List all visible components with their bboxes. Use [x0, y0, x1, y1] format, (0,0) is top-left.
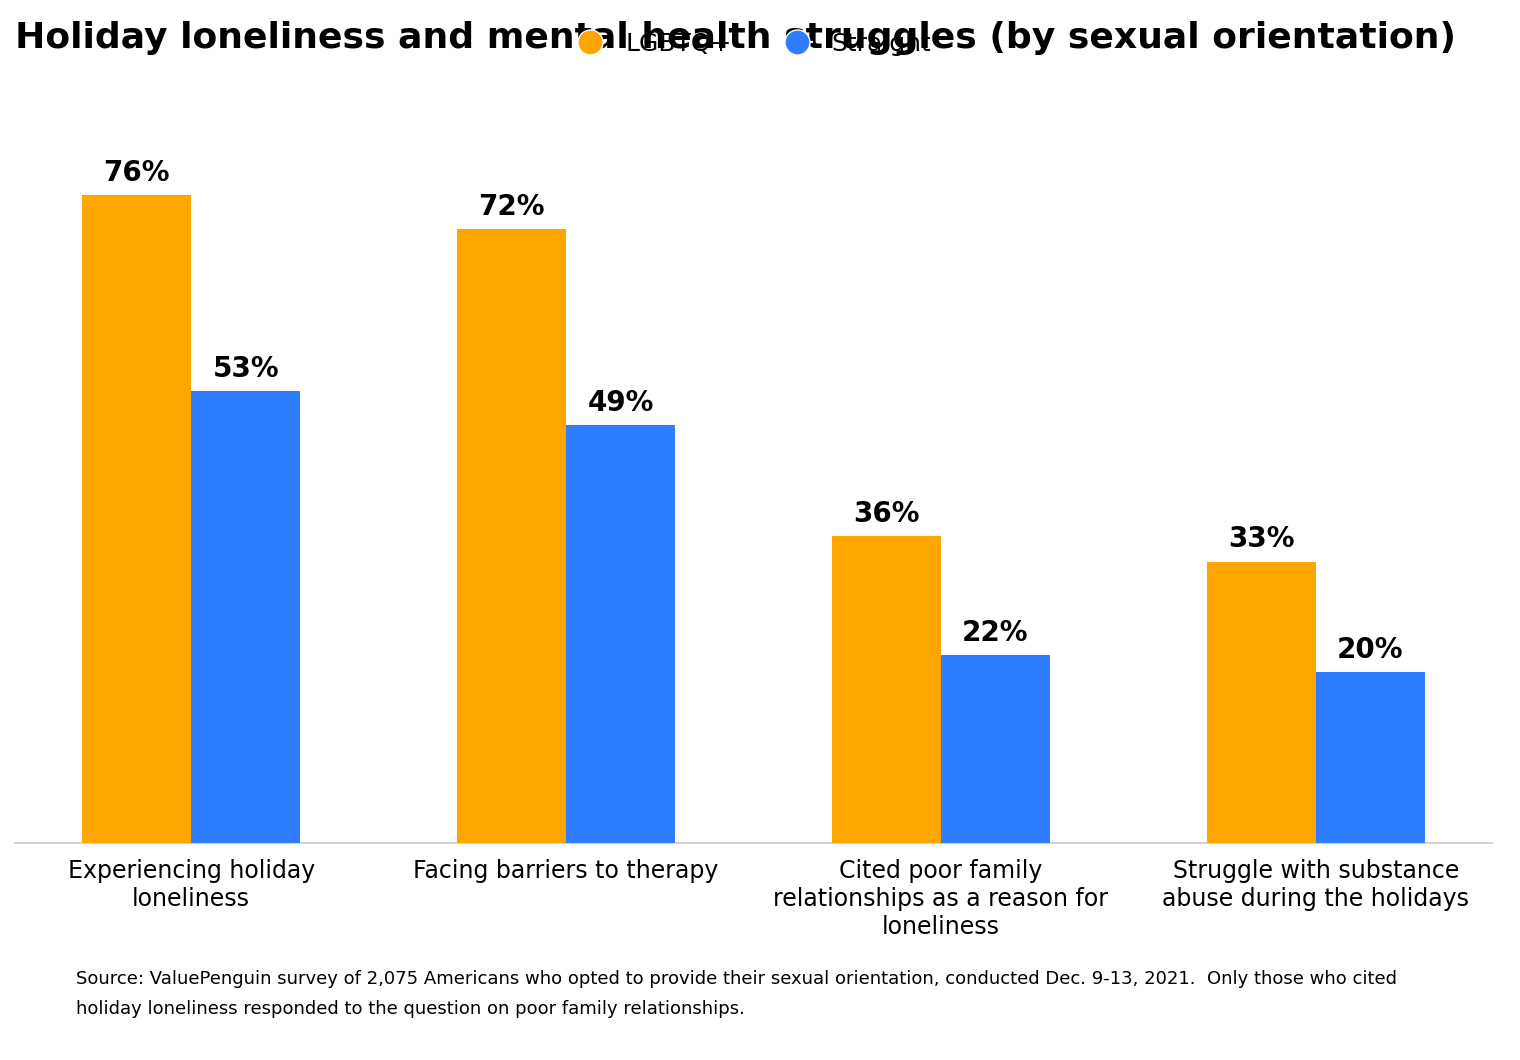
Text: 20%: 20% [1338, 636, 1403, 664]
Text: 22%: 22% [962, 619, 1029, 647]
Text: 36%: 36% [853, 499, 920, 528]
Bar [192, 391, 301, 843]
Text: 53%: 53% [213, 355, 280, 383]
Bar [1316, 672, 1424, 843]
Bar [941, 655, 1050, 843]
Bar [458, 229, 565, 843]
Text: 72%: 72% [479, 193, 544, 220]
Text: 49%: 49% [587, 389, 654, 417]
Text: Source: ValuePenguin survey of 2,075 Americans who opted to provide their sexual: Source: ValuePenguin survey of 2,075 Ame… [76, 970, 1397, 1018]
Legend: LGBTQ+, Straight: LGBTQ+, Straight [562, 19, 944, 69]
Text: 33%: 33% [1228, 525, 1295, 553]
Bar [1207, 562, 1316, 843]
Bar [82, 195, 192, 843]
Text: 76%: 76% [103, 159, 170, 187]
Bar [831, 536, 941, 843]
Bar [565, 425, 675, 843]
Text: Holiday loneliness and mental health struggles (by sexual orientation): Holiday loneliness and mental health str… [15, 21, 1456, 55]
